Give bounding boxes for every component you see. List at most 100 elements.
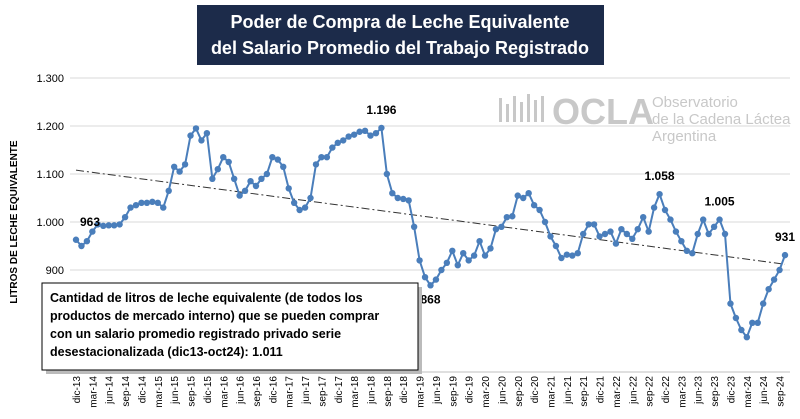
data-point	[236, 192, 243, 199]
data-point	[503, 214, 511, 221]
data-point	[312, 161, 320, 168]
data-point	[405, 197, 412, 204]
logo-bar	[527, 94, 530, 122]
data-point	[110, 222, 118, 229]
x-tick-label: dic-20	[530, 376, 541, 404]
data-point	[640, 214, 647, 221]
y-tick-label: 1.200	[36, 121, 64, 133]
data-point	[547, 233, 554, 240]
data-point	[694, 230, 701, 238]
y-tick-label: 1.000	[36, 217, 64, 229]
x-tick-label: mar-16	[219, 376, 230, 408]
data-point	[514, 192, 521, 199]
data-point	[323, 154, 331, 161]
data-point	[465, 257, 472, 264]
x-tick-label: dic-22	[661, 376, 672, 404]
data-point	[536, 206, 543, 214]
x-tick-label: mar-14	[88, 376, 99, 408]
data-point	[340, 137, 347, 144]
x-tick-label: jun-16	[236, 376, 247, 405]
data-point	[225, 158, 232, 166]
data-point	[378, 124, 385, 132]
data-point	[710, 223, 718, 230]
data-point	[241, 187, 249, 194]
x-tick-label: mar-24	[743, 376, 754, 408]
data-point	[498, 223, 505, 230]
note-text: desestacionalizada (dic13-oct24): 1.011	[50, 345, 283, 359]
data-point	[203, 130, 211, 137]
data-point	[574, 250, 581, 257]
data-point	[220, 154, 227, 161]
data-point	[421, 274, 429, 281]
data-point	[389, 190, 396, 197]
data-label: 1.005	[705, 195, 735, 209]
data-point	[274, 156, 281, 163]
data-point	[520, 194, 527, 202]
logo-name: OCLA	[552, 91, 654, 132]
data-point	[160, 204, 167, 211]
data-point	[656, 190, 663, 198]
data-point	[116, 221, 123, 228]
data-point	[285, 185, 292, 192]
data-point	[301, 204, 309, 211]
data-point	[209, 175, 216, 182]
logo-bar	[506, 104, 509, 122]
data-point	[749, 319, 756, 326]
data-point	[585, 221, 592, 228]
x-tick-label: jun-19	[432, 376, 443, 405]
data-point	[280, 163, 287, 170]
x-tick-label: dic-14	[137, 376, 148, 404]
data-point	[449, 247, 456, 254]
note-box	[41, 282, 419, 371]
data-point	[307, 194, 314, 202]
x-tick-label: mar-21	[546, 376, 557, 408]
data-point	[563, 251, 571, 258]
x-tick-label: mar-15	[154, 376, 165, 408]
data-point	[759, 300, 767, 307]
data-point	[667, 216, 674, 223]
data-point	[410, 223, 418, 230]
data-point	[252, 182, 260, 190]
chart-title: del Salario Promedio del Trabajo Registr…	[211, 38, 589, 58]
x-tick-label: jun-22	[628, 376, 639, 405]
data-point	[72, 236, 80, 243]
x-tick-label: mar-23	[677, 376, 688, 408]
x-tick-label: dic-13	[72, 376, 83, 404]
data-point	[580, 230, 587, 238]
data-point	[121, 214, 129, 221]
data-point	[367, 132, 374, 139]
data-point	[143, 199, 151, 206]
data-point	[176, 168, 183, 175]
data-point	[487, 245, 494, 252]
x-tick-label: jun-23	[694, 376, 705, 405]
data-point	[492, 226, 500, 233]
logo-bar	[541, 96, 544, 122]
data-point	[738, 326, 745, 334]
data-label: 1.058	[645, 169, 675, 183]
data-point	[743, 334, 751, 341]
x-tick-label: jun-24	[759, 376, 770, 405]
data-point	[727, 300, 734, 307]
x-tick-label: jun-17	[301, 376, 312, 405]
data-point	[296, 206, 303, 214]
chart-title: Poder de Compra de Leche Equivalente	[230, 12, 569, 32]
data-point	[732, 314, 740, 322]
data-label: 931	[775, 230, 795, 244]
logo-bar	[513, 96, 516, 122]
x-tick-label: sep-24	[776, 376, 787, 407]
data-point	[83, 238, 91, 245]
data-point	[170, 163, 178, 170]
data-point	[165, 187, 172, 194]
x-tick-label: dic-21	[596, 376, 607, 404]
logo-line: Argentina	[652, 128, 717, 145]
x-tick-label: sep-15	[187, 376, 198, 407]
data-point	[558, 254, 565, 262]
data-point	[672, 228, 680, 235]
x-tick-label: dic-23	[726, 376, 737, 404]
x-tick-label: mar-20	[481, 376, 492, 408]
y-tick-label: 900	[46, 265, 64, 277]
data-point	[618, 226, 625, 233]
data-point	[661, 206, 669, 214]
